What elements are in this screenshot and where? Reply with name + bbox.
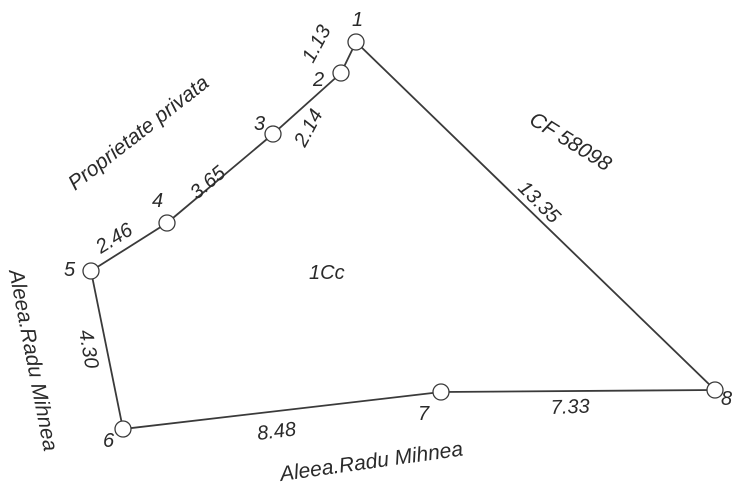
point-7-marker <box>432 383 450 401</box>
length-5-6: 4.30 <box>74 328 102 370</box>
point-7-label: 7 <box>418 403 430 425</box>
point-5-label: 5 <box>64 259 76 281</box>
point-1-label: 1 <box>352 9 363 31</box>
length-3-4: 3.65 <box>186 161 231 203</box>
point-3-label: 3 <box>254 113 265 135</box>
point-8-marker <box>706 381 724 399</box>
edge-5-6 <box>90 270 124 430</box>
neighbor-south-label: Aleea.Radu Mihnea <box>277 438 465 487</box>
length-1-2: 1.13 <box>298 22 336 67</box>
point-1-marker <box>347 33 365 51</box>
neighbor-north-label: Proprietate privata <box>64 71 213 195</box>
edge-8-1 <box>355 41 716 391</box>
edge-6-7 <box>122 391 442 430</box>
point-6-marker <box>114 420 132 438</box>
neighbor-west-label: Aleea.Radu Mihnea <box>4 266 62 453</box>
edge-7-8 <box>440 389 716 393</box>
point-6-label: 6 <box>103 430 115 452</box>
point-4-label: 4 <box>152 190 163 212</box>
survey-points <box>82 33 724 438</box>
point-2-label: 2 <box>312 69 324 91</box>
length-6-7: 8.48 <box>256 418 297 445</box>
length-2-3: 2.14 <box>290 106 328 152</box>
parcel-boundary <box>90 41 716 430</box>
point-4-marker <box>158 214 176 232</box>
neighbor-east-label: CF 58098 <box>525 108 615 176</box>
edge-3-4 <box>166 133 274 224</box>
point-5-marker <box>82 262 100 280</box>
length-4-5: 2.46 <box>91 218 137 258</box>
parcel-id-label: 1Cc <box>309 262 345 284</box>
point-3-marker <box>264 125 282 143</box>
edge-2-3 <box>272 72 342 135</box>
point-2-marker <box>332 64 350 82</box>
point-labels: 1 2 3 4 5 6 7 8 <box>64 9 732 452</box>
edge-4-5 <box>90 222 168 272</box>
point-8-label: 8 <box>721 388 732 410</box>
length-7-8: 7.33 <box>550 396 590 419</box>
